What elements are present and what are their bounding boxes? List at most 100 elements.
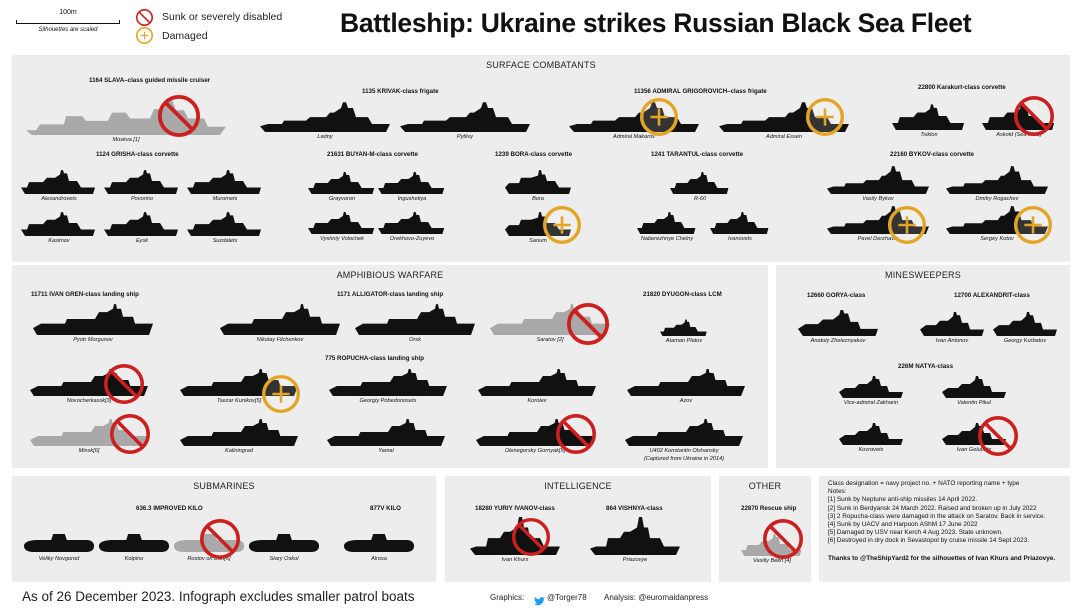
ship-silhouette: [839, 376, 903, 398]
panel-submarines: SUBMARINES: [12, 476, 436, 582]
class-label-kilo636: 636.3 IMPROVED KILO: [136, 505, 203, 512]
ship-silhouette: [180, 369, 298, 396]
ship-silhouette: [627, 369, 745, 396]
ship-name: Olenegorsky Gornyak[5]: [504, 448, 566, 454]
ship-minsk: Minsk[6]: [30, 418, 148, 454]
ship-silhouette: [892, 104, 965, 130]
ship-orekhovo: Orekhovo-Zuyevo: [378, 210, 446, 242]
footer-date-note: As of 26 December 2023. Infograph exclud…: [22, 589, 415, 604]
class-label-ropucha: 775 ROPUCHA-class landing ship: [325, 355, 425, 362]
class-label-karakurt: 22800 Karakurt-class corvette: [918, 84, 1006, 91]
ship-oskol: Stary Oskol: [247, 532, 321, 562]
ship-name: Ivan Golubets: [956, 447, 992, 453]
section-title-surface: SURFACE COMBATANTS: [486, 60, 596, 70]
ship-silhouette: [741, 534, 802, 556]
notes-box: Class designation = navy project no. + N…: [828, 480, 1064, 563]
ship-name: Vyshniy Volochek: [320, 236, 364, 242]
ship-sanum: Sanum: [503, 210, 573, 244]
ship-bekh: Vasiliy Bekh [4]: [741, 532, 803, 564]
legend-sunk-label: Sunk or severely disabled: [162, 11, 283, 23]
class-label-gorya: 12660 GORYA-class: [807, 292, 866, 299]
sunk-badge-rostov: [199, 518, 241, 560]
ship-silhouette: [248, 534, 320, 552]
sunk-marker-icon: [555, 413, 597, 455]
ship-silhouette: [839, 423, 903, 445]
ship-silhouette: [343, 534, 415, 552]
class-label-alligator: 1171 ALLIGATOR-class landing ship: [337, 291, 444, 298]
ship-silhouette: [355, 304, 475, 335]
ship-silhouette: [946, 206, 1048, 234]
ship-kasimov: Kasimov: [21, 210, 97, 244]
class-label-vishnya: 864 VISHNYA-class: [606, 505, 663, 512]
notes-thanks: Thanks to @TheShipYard2 for the silhouet…: [828, 554, 1056, 562]
damaged-badge-makarov: [639, 97, 679, 137]
ship-rogachev: Dmitry Rogachev: [946, 164, 1048, 202]
ship-platov: Ataman Platov: [660, 318, 708, 344]
damaged-sunk-badge-khurs: [511, 517, 551, 557]
ship-silhouette: [400, 102, 530, 132]
ship-golubets: Ivan Golubets: [942, 423, 1006, 453]
ship-name: Veliky Novgorod: [38, 556, 80, 562]
ship-olshansky: U402 Konstantin Olshansky (Captured from…: [625, 418, 743, 462]
class-label-buyan: 21631 BUYAN-M-class corvette: [327, 151, 418, 158]
ship-name: Novocherkassk[3]: [66, 398, 112, 404]
ship-name: Eysk: [135, 238, 149, 244]
ship-silhouette: [260, 102, 390, 132]
ship-pikul: Valentin Pikul: [942, 376, 1006, 406]
ship-filchenkov: Nikolay Filchenkov: [220, 303, 340, 343]
ship-name: Grayvoron: [328, 196, 356, 202]
section-title-other: OTHER: [748, 481, 782, 491]
ship-silhouette: [30, 369, 148, 396]
ship-silhouette: [21, 212, 95, 236]
ship-kolpino: Kolpino: [97, 532, 171, 562]
damaged-marker-icon: [136, 27, 153, 44]
footer-analysis[interactable]: Analysis: @euromaidanpress: [604, 593, 709, 602]
ship-saratov: Saratov [2]: [490, 303, 610, 343]
ship-name: Minsk[6]: [78, 448, 100, 454]
ship-ivanovets: Ivanovets: [710, 210, 770, 242]
ship-silhouette: [33, 304, 153, 335]
ship-name: Povorino: [130, 196, 154, 202]
ship-name: Nikolay Filchenkov: [256, 337, 304, 343]
ship-name: Kovrovets: [858, 447, 884, 453]
sunk-badge-bekh: [762, 518, 804, 560]
notes-line: [4] Sunk by UACV and Harpoon AShM 17 Jun…: [828, 521, 978, 529]
ship-silhouette: [637, 212, 696, 234]
ship-name: Ladny: [317, 134, 333, 140]
sunk-badge-minsk: [109, 413, 151, 455]
ship-ladny: Ladny: [260, 100, 390, 140]
ship-name: Bora: [532, 196, 544, 202]
ship-name: Priazovye: [622, 557, 648, 563]
class-label-natya: 226M NATYA-class: [898, 363, 954, 370]
sunk-marker-icon: [109, 413, 151, 455]
section-title-intelligence: INTELLIGENCE: [544, 481, 612, 491]
ship-silhouette: [798, 310, 878, 336]
class-label-alexandrit: 12700 ALEXANDRIT-class: [954, 292, 1030, 299]
ship-name: Kolpino: [124, 556, 144, 562]
ship-bora: Bora: [503, 168, 573, 202]
ship-name: Orekhovo-Zuyevo: [389, 236, 435, 242]
ship-name: Stary Oskol: [269, 556, 299, 562]
sunk-badge-novocherkassk: [103, 363, 145, 405]
sunk-marker-icon: [977, 415, 1019, 457]
ship-silhouette: [23, 534, 95, 552]
ship-silhouette: [942, 423, 1006, 445]
damaged-marker-icon: [1013, 205, 1053, 245]
ship-silhouette: [660, 319, 707, 336]
ship-name: Vice-admiral Zakharin: [843, 400, 899, 406]
ship-silhouette: [827, 166, 929, 194]
sunk-marker-icon: [1013, 95, 1055, 137]
ship-silhouette: [476, 419, 594, 446]
ship-ingushetiya: Ingushetiya: [378, 170, 446, 202]
footer-graphics-handle[interactable]: @Torger78: [547, 593, 587, 602]
ship-muromets: Muromets: [187, 168, 263, 202]
ship-silhouette: [625, 419, 743, 446]
ship-name: Kaliningrad: [225, 448, 253, 454]
ship-name: Pytlivy: [456, 134, 474, 140]
ship-name: Pyotr Morgunov: [73, 337, 113, 343]
section-title-submarines: SUBMARINES: [193, 481, 255, 491]
ship-name: Sanum: [529, 238, 547, 244]
notes-line: [1] Sunk by Neptune anti-ship missiles 1…: [828, 496, 978, 504]
ship-kotov: Sergey Kotov: [946, 204, 1048, 242]
legend-sunk-icon: [136, 9, 153, 26]
